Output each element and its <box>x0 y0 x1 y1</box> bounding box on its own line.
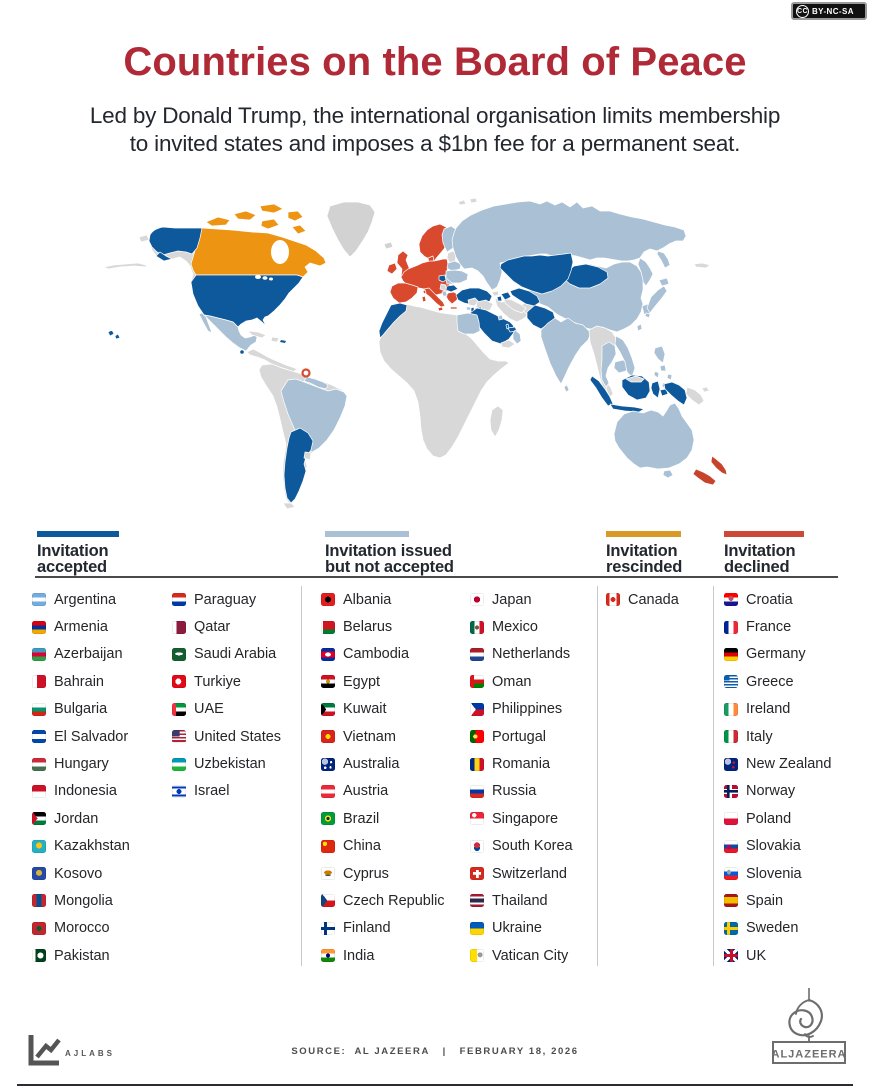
svg-text:ALJAZEERA: ALJAZEERA <box>772 1049 846 1061</box>
svg-text:AJLABS: AJLABS <box>65 1049 115 1058</box>
